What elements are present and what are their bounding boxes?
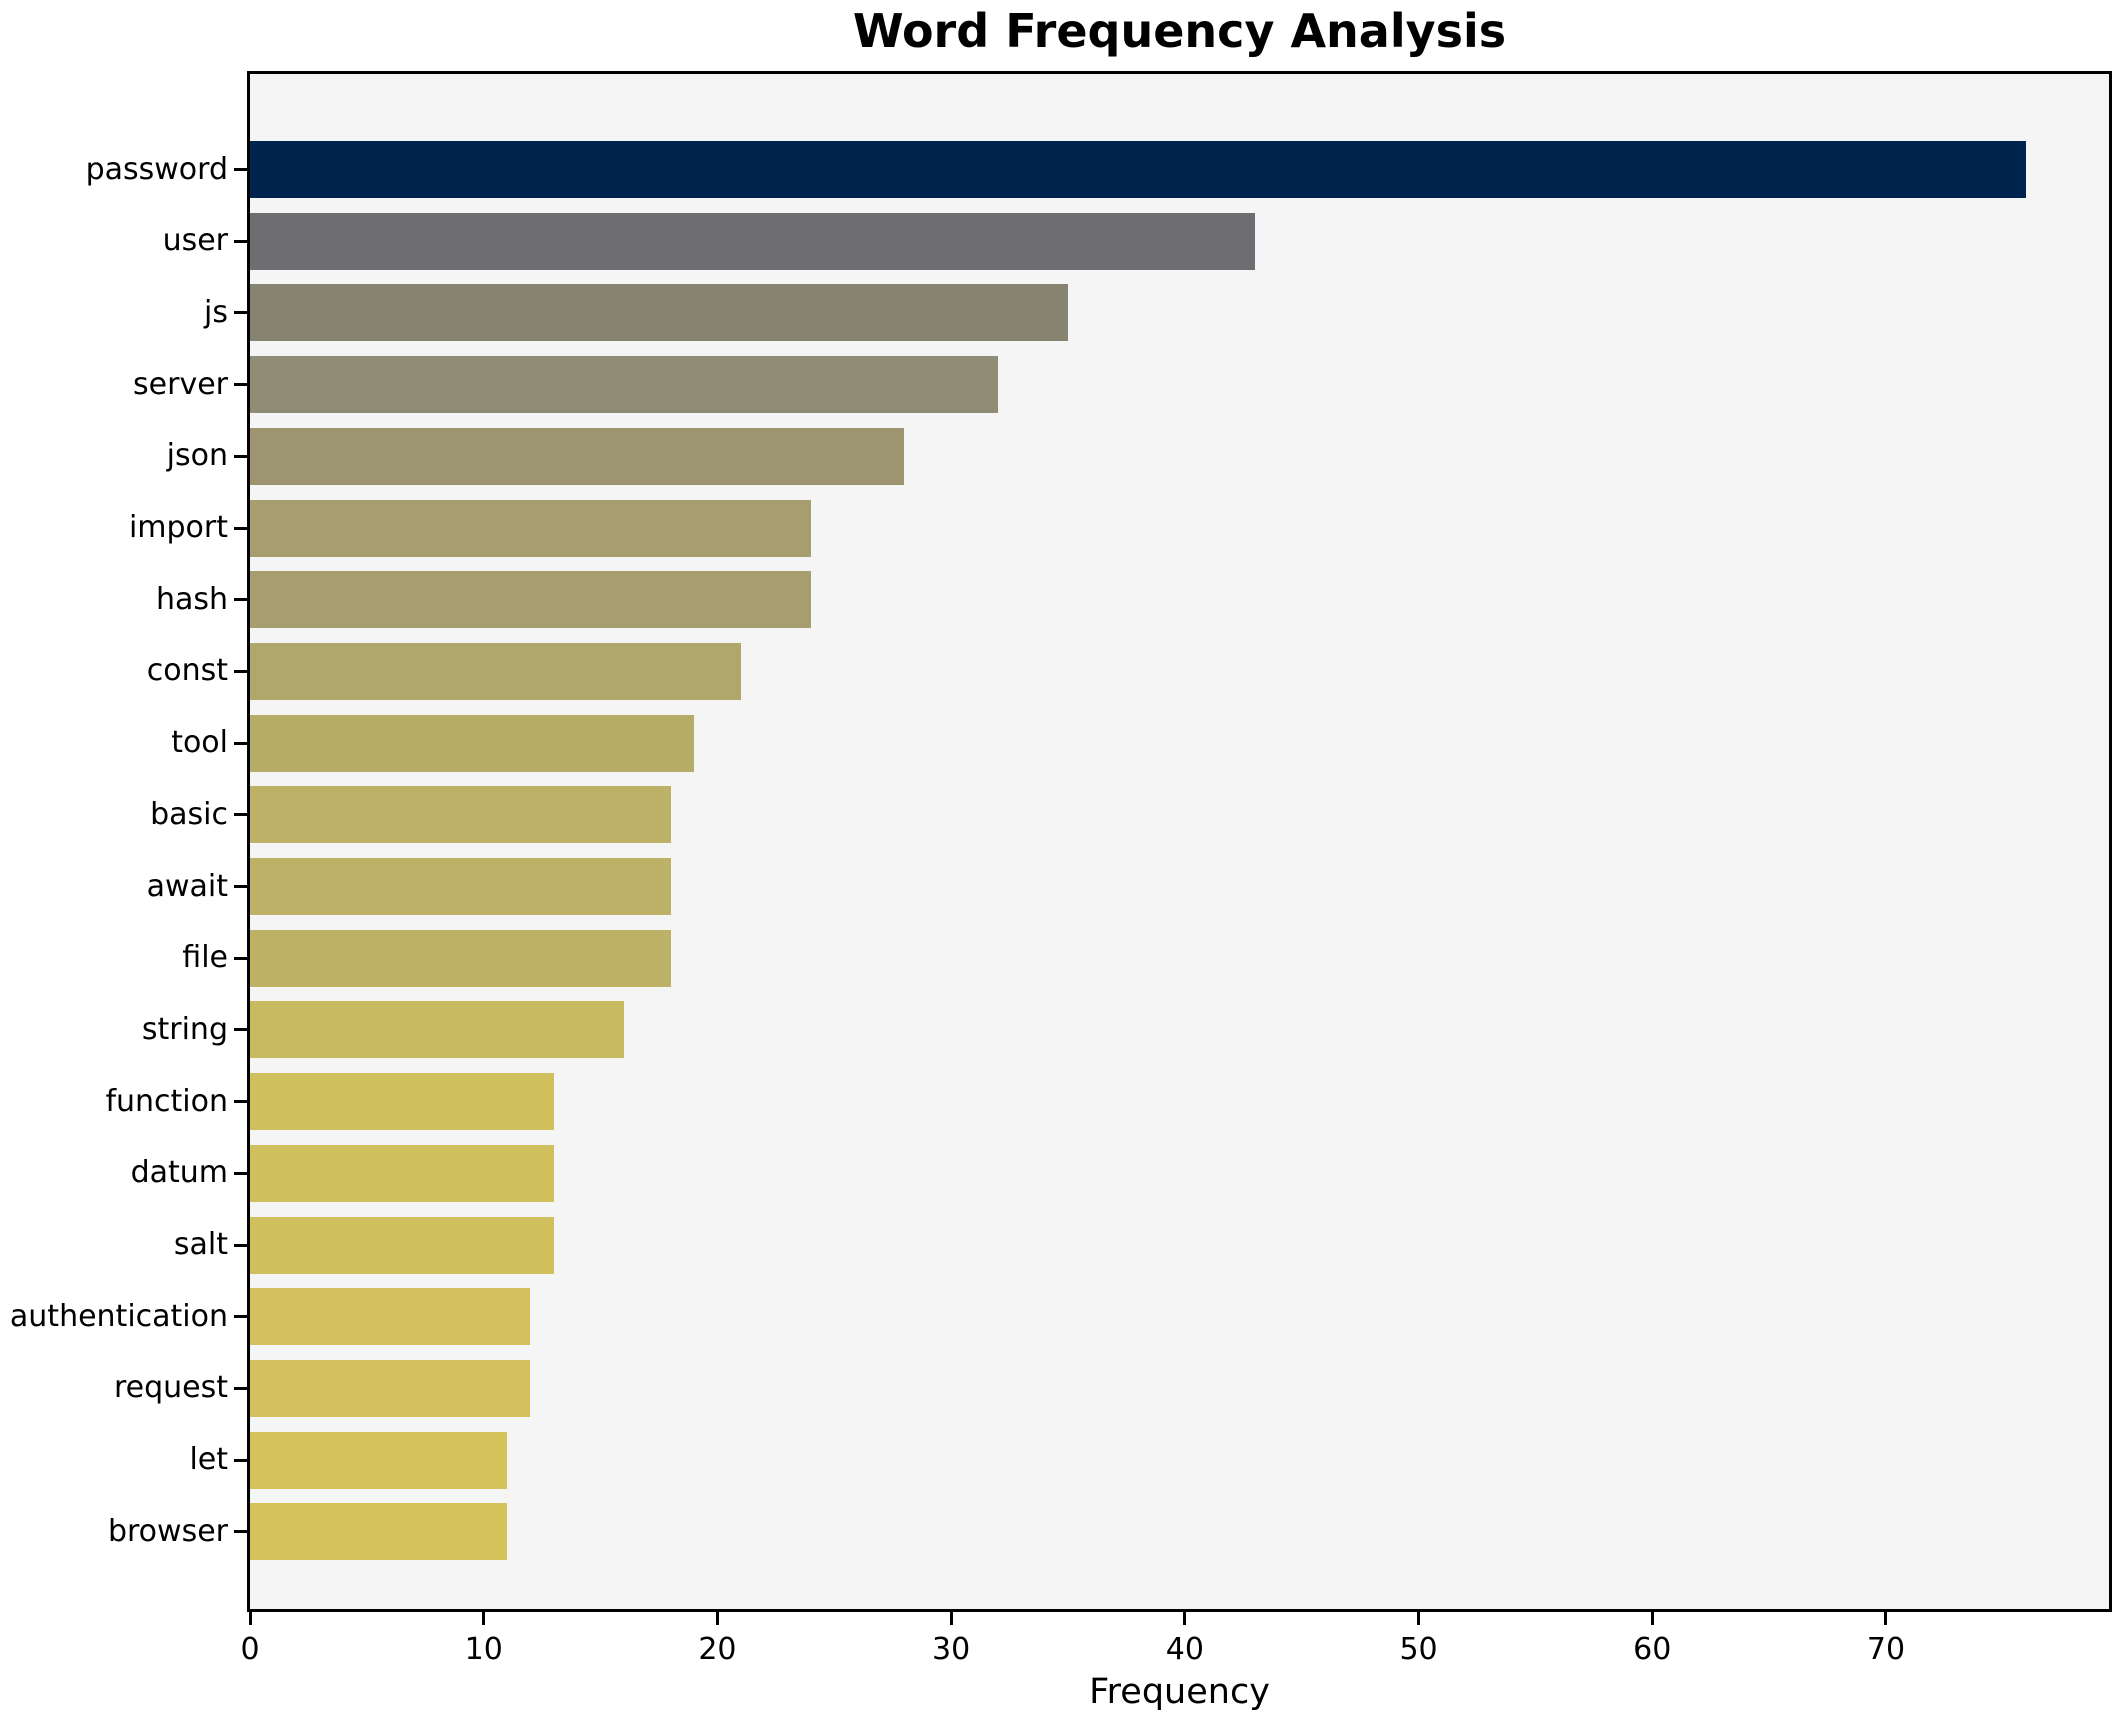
- y-tick-label-const: const: [146, 653, 228, 689]
- bar-browser: [250, 1503, 508, 1561]
- y-tick-mark-server: [234, 383, 247, 387]
- chart-title: Word Frequency Analysis: [852, 4, 1507, 58]
- y-tick-label-string: string: [141, 1011, 228, 1047]
- y-tick-mark-request: [234, 1386, 247, 1390]
- x-tick-mark-30: [949, 1612, 953, 1625]
- y-tick-label-browser: browser: [107, 1513, 228, 1549]
- y-tick-mark-function: [234, 1100, 247, 1104]
- y-tick-label-authentication: authentication: [9, 1298, 228, 1334]
- y-tick-label-basic: basic: [150, 796, 228, 832]
- y-tick-mark-json: [234, 454, 247, 458]
- y-tick-mark-js: [234, 311, 247, 315]
- bar-datum: [250, 1144, 554, 1202]
- x-tick-label-40: 40: [1165, 1632, 1204, 1667]
- x-tick-mark-10: [482, 1612, 486, 1625]
- x-tick-label-10: 10: [464, 1632, 503, 1667]
- x-tick-mark-20: [715, 1612, 719, 1625]
- y-tick-label-salt: salt: [173, 1227, 228, 1262]
- y-tick-mark-tool: [234, 741, 247, 745]
- bar-password: [250, 141, 2027, 198]
- x-tick-mark-60: [1650, 1612, 1654, 1625]
- x-tick-mark-40: [1183, 1612, 1187, 1625]
- bar-json: [250, 427, 905, 485]
- bar-string: [250, 1001, 624, 1059]
- bar-authentication: [250, 1288, 531, 1346]
- y-tick-label-import: import: [128, 510, 228, 545]
- bar-salt: [250, 1216, 554, 1274]
- bar-server: [250, 356, 998, 414]
- bar-hash: [250, 571, 811, 629]
- y-tick-label-let: let: [189, 1442, 228, 1478]
- y-tick-mark-basic: [234, 813, 247, 817]
- y-tick-mark-password: [234, 168, 247, 171]
- bar-await: [250, 858, 671, 915]
- x-tick-label-20: 20: [698, 1632, 737, 1667]
- y-tick-mark-await: [234, 885, 247, 888]
- y-tick-label-password: password: [85, 151, 228, 187]
- bar-js: [250, 284, 1068, 342]
- y-tick-label-request: request: [113, 1370, 228, 1406]
- y-tick-mark-hash: [234, 598, 247, 602]
- x-tick-mark-70: [1884, 1612, 1888, 1625]
- bar-request: [250, 1359, 531, 1417]
- y-tick-mark-browser: [234, 1530, 247, 1534]
- y-tick-mark-user: [234, 239, 247, 243]
- y-tick-label-function: function: [105, 1083, 228, 1119]
- y-tick-label-datum: datum: [130, 1155, 228, 1191]
- bar-user: [250, 212, 1255, 270]
- y-tick-label-tool: tool: [171, 725, 228, 761]
- x-tick-mark-0: [248, 1612, 252, 1625]
- x-tick-mark-50: [1417, 1612, 1421, 1625]
- bar-tool: [250, 714, 695, 772]
- y-tick-mark-datum: [234, 1171, 247, 1175]
- y-tick-label-server: server: [133, 366, 228, 402]
- x-tick-label-50: 50: [1399, 1632, 1438, 1667]
- bar-import: [250, 499, 811, 557]
- y-tick-label-user: user: [162, 223, 228, 259]
- y-tick-label-json: json: [166, 438, 228, 474]
- bar-let: [250, 1431, 508, 1489]
- y-tick-mark-string: [234, 1028, 247, 1032]
- y-tick-label-hash: hash: [155, 581, 228, 617]
- bar-file: [250, 929, 671, 987]
- bar-basic: [250, 786, 671, 844]
- y-tick-mark-import: [234, 526, 247, 530]
- bar-const: [250, 642, 741, 700]
- y-tick-mark-const: [234, 669, 247, 673]
- y-tick-mark-file: [234, 956, 247, 960]
- y-tick-mark-let: [234, 1458, 247, 1462]
- y-tick-label-js: js: [204, 294, 228, 330]
- bar-function: [250, 1073, 554, 1131]
- x-tick-label-60: 60: [1633, 1632, 1672, 1667]
- x-tick-label-0: 0: [240, 1632, 260, 1667]
- x-tick-label-70: 70: [1866, 1632, 1906, 1667]
- y-tick-mark-salt: [234, 1243, 247, 1247]
- y-tick-mark-authentication: [234, 1315, 247, 1319]
- x-tick-label-30: 30: [932, 1632, 971, 1667]
- y-tick-label-await: await: [146, 868, 228, 904]
- x-axis-label: Frequency: [1089, 1672, 1270, 1712]
- y-tick-label-file: file: [182, 940, 228, 976]
- plot-area: [247, 71, 2112, 1612]
